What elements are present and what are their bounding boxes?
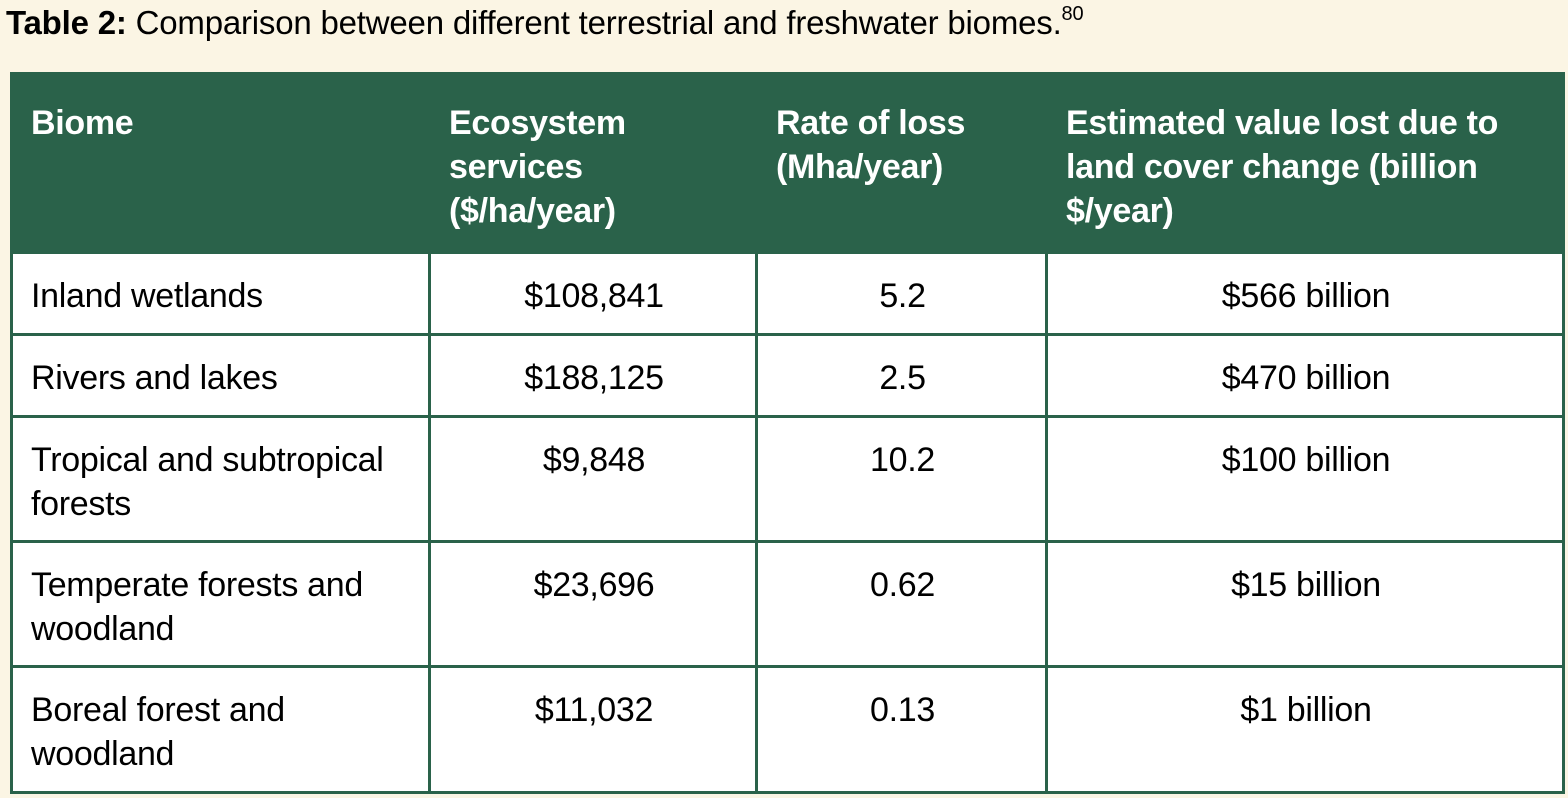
header-ecosystem-services: Ecosystem services ($/ha/year)	[428, 72, 758, 254]
caption-footnote: 80	[1061, 3, 1084, 25]
cell-rate-of-loss: 5.2	[755, 251, 1048, 336]
cell-biome: Boreal forest and woodland	[10, 665, 431, 794]
header-row: Biome Ecosystem services ($/ha/year) Rat…	[10, 72, 1565, 254]
cell-value-lost: $15 billion	[1045, 540, 1565, 668]
table-row: Temperate forests and woodland $23,696 0…	[10, 540, 1565, 668]
table-caption: Table 2: Comparison between different te…	[6, 0, 1084, 46]
cell-value-lost: $100 billion	[1045, 415, 1565, 543]
cell-ecosystem-services: $23,696	[428, 540, 758, 668]
cell-rate-of-loss: 2.5	[755, 333, 1048, 418]
caption-text: Comparison between different terrestrial…	[126, 4, 1062, 41]
header-estimated-value-lost: Estimated value lost due to land cover c…	[1045, 72, 1565, 254]
cell-ecosystem-services: $108,841	[428, 251, 758, 336]
cell-biome: Inland wetlands	[10, 251, 431, 336]
cell-value-lost: $566 billion	[1045, 251, 1565, 336]
cell-ecosystem-services: $188,125	[428, 333, 758, 418]
table-row: Boreal forest and woodland $11,032 0.13 …	[10, 665, 1565, 794]
header-rate-of-loss: Rate of loss (Mha/year)	[755, 72, 1048, 254]
cell-rate-of-loss: 10.2	[755, 415, 1048, 543]
cell-biome: Temperate forests and woodland	[10, 540, 431, 668]
cell-ecosystem-services: $11,032	[428, 665, 758, 794]
caption-label: Table 2:	[6, 4, 127, 41]
cell-value-lost: $470 billion	[1045, 333, 1565, 418]
cell-rate-of-loss: 0.62	[755, 540, 1048, 668]
table-row: Tropical and subtropical forests $9,848 …	[10, 415, 1565, 543]
cell-biome: Tropical and subtropical forests	[10, 415, 431, 543]
biome-comparison-table: Biome Ecosystem services ($/ha/year) Rat…	[10, 72, 1565, 794]
cell-value-lost: $1 billion	[1045, 665, 1565, 794]
cell-biome: Rivers and lakes	[10, 333, 431, 418]
header-biome: Biome	[10, 72, 431, 254]
cell-rate-of-loss: 0.13	[755, 665, 1048, 794]
cell-ecosystem-services: $9,848	[428, 415, 758, 543]
table-row: Rivers and lakes $188,125 2.5 $470 billi…	[10, 333, 1565, 418]
table-row: Inland wetlands $108,841 5.2 $566 billio…	[10, 251, 1565, 336]
